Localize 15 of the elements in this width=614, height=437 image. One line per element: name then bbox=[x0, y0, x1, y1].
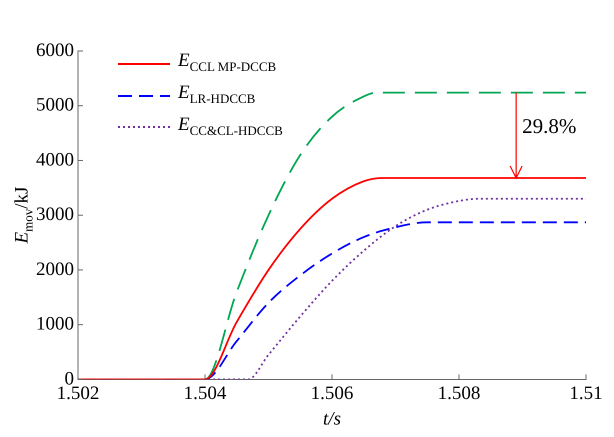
legend-label: E$_{LR-HDCCB}$ bbox=[178, 82, 256, 106]
y-tick-label: 5000 bbox=[36, 94, 74, 116]
x-tick-label: 1.506 bbox=[310, 382, 354, 404]
x-axis-title: t/s bbox=[323, 408, 341, 430]
legend-label: E$_{CCL MP-DCCB}$ bbox=[178, 50, 276, 74]
x-tick-label: 1.508 bbox=[438, 382, 480, 404]
y-tick-label: 1000 bbox=[36, 314, 74, 335]
annotation: 29.8% bbox=[522, 114, 576, 138]
y-tick-label: 3000 bbox=[36, 204, 74, 226]
x-tick-label: 1.504 bbox=[184, 382, 227, 404]
y-tick-label: 6000 bbox=[36, 40, 74, 61]
y-tick-label: 2000 bbox=[36, 258, 74, 280]
legend-label: E$_{CC&CL-HDCCB}$ bbox=[178, 114, 283, 138]
y-tick-label: 4000 bbox=[36, 149, 74, 170]
x-tick-label: 1.51 bbox=[569, 382, 603, 404]
